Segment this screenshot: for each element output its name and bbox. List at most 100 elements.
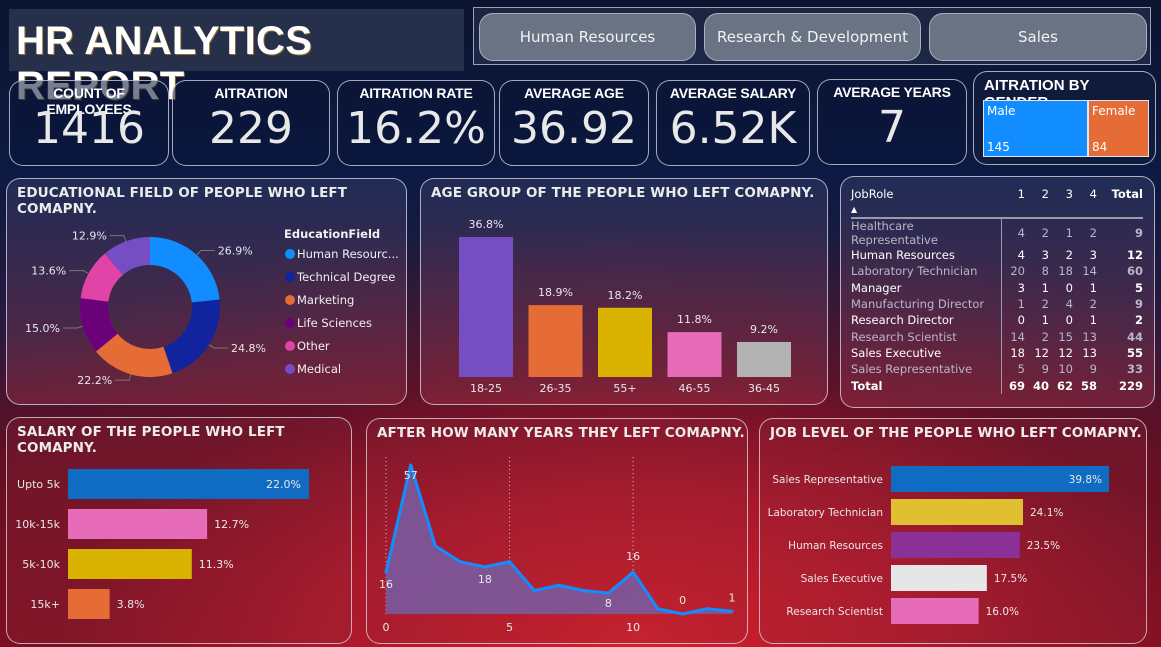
data-label: 0 <box>679 594 686 607</box>
x-tick-label: 36-45 <box>748 382 780 395</box>
data-point[interactable] <box>458 560 462 564</box>
department-slicer: Human Resources Research & Development S… <box>473 7 1151 65</box>
bar-Upto 5k[interactable] <box>68 469 309 499</box>
data-label: 12.9% <box>72 230 107 243</box>
kpi-label: AVERAGE SALARY <box>669 85 797 101</box>
bar-46-55[interactable] <box>667 332 722 377</box>
data-point[interactable] <box>483 565 487 569</box>
matrix-row-label: Human Resources <box>851 248 955 263</box>
data-label: 1 <box>729 591 736 604</box>
legend-item: Technical Degree <box>296 270 395 284</box>
bar-laboratory-technician[interactable] <box>891 499 1024 525</box>
donut-slice-life-sciences[interactable] <box>79 298 118 352</box>
matrix-row-total: 9 <box>1134 297 1143 312</box>
data-point[interactable] <box>409 463 413 467</box>
bar-15k+[interactable] <box>68 589 110 619</box>
matrix-header-col[interactable]: 2 <box>1025 187 1049 219</box>
matrix-row[interactable]: Healthcare Representative 4 2 1 2 9 <box>851 218 1143 247</box>
matrix-cell: 0 <box>1065 280 1073 295</box>
matrix-row[interactable]: Sales Executive 18 12 12 13 55 <box>851 344 1143 362</box>
data-point[interactable] <box>730 609 734 613</box>
matrix-row[interactable]: Laboratory Technician 20 8 18 14 60 <box>851 263 1143 280</box>
bar-5k-10k[interactable] <box>68 549 192 579</box>
treemap-cell-male[interactable]: Male 145 <box>983 100 1088 157</box>
bar-26-35[interactable] <box>528 305 583 377</box>
bar-human-resources[interactable] <box>891 532 1020 558</box>
education-donut-chart: 26.9% 24.8% 22.2% 15.0% 13.6% 12.9% EducationF… <box>25 227 399 387</box>
matrix-row-label: Research Scientist <box>851 329 957 344</box>
y-tick-label: 15k+ <box>30 598 60 611</box>
leader-line <box>109 235 127 242</box>
bar-36-45[interactable] <box>737 342 791 377</box>
matrix-header-col[interactable]: 4 <box>1073 187 1097 219</box>
matrix-cell: 2 <box>1041 226 1049 240</box>
matrix-cell: 12 <box>1034 345 1049 360</box>
slicer-button-research-development[interactable]: Research & Development <box>704 13 921 61</box>
matrix-row[interactable]: Research Director 0 1 0 1 2 <box>851 312 1143 329</box>
data-point[interactable] <box>508 560 512 564</box>
data-label: 17.5% <box>994 573 1027 585</box>
legend-marker <box>285 272 295 282</box>
treemap-cell-female[interactable]: Female 84 <box>1088 100 1149 157</box>
matrix-header-col[interactable]: 3 <box>1049 187 1073 219</box>
kpi-label: AITRATION RATE <box>359 85 473 101</box>
data-point[interactable] <box>557 583 561 587</box>
kpi-value: 6.52K <box>669 103 797 154</box>
donut-slice-technical-degree[interactable] <box>163 299 220 374</box>
kpi-label: AITRATION <box>214 85 288 101</box>
matrix-grand-total: 229 <box>1118 378 1143 393</box>
matrix-row[interactable]: Manufacturing Director 1 2 4 2 9 <box>851 295 1143 313</box>
bar-research-scientist[interactable] <box>891 598 979 624</box>
matrix-row-total: 33 <box>1126 362 1143 377</box>
data-point[interactable] <box>582 588 586 592</box>
matrix-cell: 9 <box>1089 362 1097 377</box>
bar-10k-15k[interactable] <box>68 509 208 539</box>
donut-slice-medical[interactable] <box>104 237 150 275</box>
data-label: 24.1% <box>1030 507 1063 519</box>
matrix-row[interactable]: Manager 3 1 0 1 5 <box>851 279 1143 296</box>
slicer-button-human-resources[interactable]: Human Resources <box>479 13 696 61</box>
bar-sales-representative[interactable] <box>891 466 1109 492</box>
matrix-row[interactable]: Human Resources 4 3 2 3 12 <box>851 247 1143 264</box>
matrix-cell: 1 <box>1089 313 1097 328</box>
matrix-row-label: Research Director <box>851 313 954 328</box>
matrix-row[interactable]: Research Scientist 14 2 15 13 44 <box>851 328 1143 345</box>
slicer-button-sales[interactable]: Sales <box>929 13 1147 61</box>
donut-slice-marketing[interactable] <box>95 333 173 377</box>
data-label: 16 <box>379 578 393 591</box>
data-point[interactable] <box>532 588 536 592</box>
matrix-row-label: Healthcare Representative <box>851 219 938 247</box>
matrix-row[interactable]: Sales Representative 5 9 10 9 33 <box>851 361 1143 378</box>
data-point[interactable] <box>656 607 660 611</box>
data-point[interactable] <box>433 544 437 548</box>
data-point[interactable] <box>384 570 388 574</box>
data-point[interactable] <box>681 612 685 616</box>
leader-line <box>196 249 215 256</box>
matrix-cell: 2 <box>1089 226 1097 240</box>
y-tick-label: Research Scientist <box>786 606 883 618</box>
leader-line <box>62 325 83 329</box>
chart-title: JOB LEVEL OF THE PEOPLE WHO LEFT COMAPNY… <box>770 425 1142 441</box>
matrix-cell: 13 <box>1082 329 1097 344</box>
bar-18-25[interactable] <box>459 237 513 377</box>
data-label: 26.9% <box>218 244 253 257</box>
donut-slice-human-resources[interactable] <box>150 237 220 303</box>
legend-marker <box>285 295 295 305</box>
bar-sales-executive[interactable] <box>891 565 987 591</box>
matrix-cell: 9 <box>1041 362 1049 377</box>
matrix-header-total[interactable]: Total <box>1097 187 1143 219</box>
data-point[interactable] <box>631 570 635 574</box>
matrix-header-jobrole[interactable]: JobRole ▲ <box>851 187 1001 219</box>
data-point[interactable] <box>606 591 610 595</box>
legend-item: Medical <box>297 362 341 376</box>
job-level-bar-chart: Sales Representative 39.8% Laboratory Tech… <box>768 466 1109 624</box>
matrix-header-col[interactable]: 1 <box>1001 187 1025 219</box>
bar-55+[interactable] <box>598 307 652 377</box>
matrix-cell: 1 <box>1041 280 1049 295</box>
donut-slice-other[interactable] <box>80 253 123 302</box>
data-point[interactable] <box>705 607 709 611</box>
matrix-cell: 1 <box>1065 226 1073 240</box>
matrix-cell: 8 <box>1041 264 1049 279</box>
sort-ascending-icon[interactable]: ▲ <box>851 205 858 214</box>
kpi-average-years: AVERAGE YEARS 7 <box>817 79 967 165</box>
